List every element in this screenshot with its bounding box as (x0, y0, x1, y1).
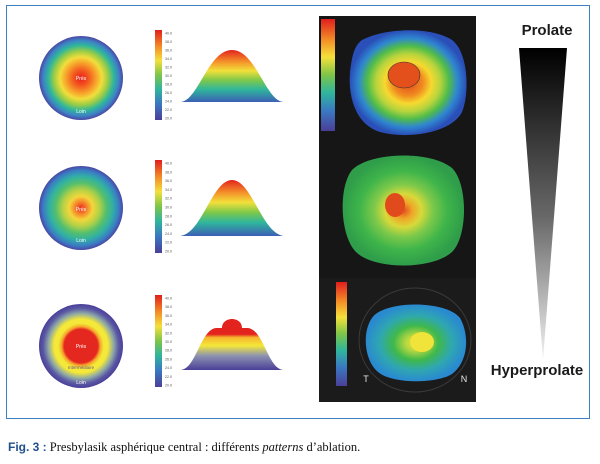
color-scale-3 (155, 295, 162, 387)
scale-tick-label: 38.0 (165, 40, 172, 44)
scale-tick-label: 20.0 (165, 384, 172, 388)
topo-scale-3 (336, 282, 347, 386)
scale-tick-label: 22.0 (165, 375, 172, 379)
prolate-gradient-triangle (519, 48, 567, 360)
row-3: Près Intermédiaire Loin 40.0 38.0 36.0 34.0… (39, 295, 284, 388)
scale-tick-label: 26.0 (165, 357, 172, 361)
scale-tick-label: 26.0 (165, 91, 172, 95)
scale-tick-label: 36.0 (165, 314, 172, 318)
color-scale-2 (155, 160, 162, 253)
scale-tick-label: 24.0 (165, 232, 172, 236)
scale-tick-label: 24.0 (165, 100, 172, 104)
scale-ticks-3: 40.0 38.0 36.0 34.0 32.0 30.0 28.0 26.0 24.0 22.0… (165, 297, 172, 388)
ablation-profile-3 (180, 319, 284, 370)
scale-tick-label: 20.0 (165, 117, 172, 121)
center-label-1: Près (76, 76, 87, 82)
scale-tick-label: 40.0 (165, 162, 172, 166)
color-scale-1 (155, 30, 162, 120)
row-1: Près Loin 40.0 38.0 36.0 34.0 32.0 30.0 28.0 26… (39, 30, 284, 121)
scale-tick-label: 30.0 (165, 340, 172, 344)
scale-tick-label: 34.0 (165, 188, 172, 192)
scale-tick-label: 34.0 (165, 323, 172, 327)
ablation-profile-2 (180, 180, 284, 236)
scale-tick-label: 22.0 (165, 108, 172, 112)
edge-label-3: Loin (76, 380, 86, 386)
ablation-profile-1 (180, 50, 284, 102)
caption-italic-word: patterns (262, 440, 304, 454)
scale-ticks-2: 40.0 38.0 36.0 34.0 32.0 30.0 28.0 26.0 24.0 22.0… (165, 162, 172, 254)
scale-tick-label: 36.0 (165, 179, 172, 183)
scale-tick-label: 30.0 (165, 74, 172, 78)
topo-map-3: T N (319, 278, 476, 402)
center-label-2: Près (76, 207, 87, 213)
scale-tick-label: 38.0 (165, 305, 172, 309)
scale-tick-label: 20.0 (165, 250, 172, 254)
caption-text-before: Presbylasik asphérique central : différe… (46, 440, 263, 454)
ring-label-3: Intermédiaire (68, 365, 95, 370)
scale-tick-label: 40.0 (165, 32, 172, 36)
prolate-label: Prolate (521, 22, 573, 39)
scale-tick-label: 36.0 (165, 49, 172, 53)
scale-tick-label: 26.0 (165, 223, 172, 227)
caption-text-after: d’ablation. (303, 440, 361, 454)
edge-label-2: Loin (76, 238, 86, 244)
topo-outer-ring-3 (358, 287, 472, 393)
scale-ticks-1: 40.0 38.0 36.0 34.0 32.0 30.0 28.0 26.0 24.0 22.0… (165, 32, 172, 121)
scale-tick-label: 28.0 (165, 349, 172, 353)
scale-tick-label: 32.0 (165, 66, 172, 70)
topo-center-3 (410, 332, 434, 352)
ablation-disc-2 (39, 166, 123, 250)
nasal-label: N (461, 374, 468, 384)
ablation-disc-3 (39, 304, 123, 388)
hyperprolate-label: Hyperprolate (490, 362, 584, 379)
scale-tick-label: 40.0 (165, 297, 172, 301)
topo-center-2 (385, 193, 405, 217)
scale-tick-label: 32.0 (165, 331, 172, 335)
scale-tick-label: 34.0 (165, 57, 172, 61)
topo-center-1 (387, 61, 421, 89)
scale-tick-label: 28.0 (165, 83, 172, 87)
center-label-3: Près (76, 344, 87, 350)
topography-panel: T N (319, 16, 476, 402)
figure-caption: Fig. 3 : Presbylasik asphérique central … (8, 440, 598, 455)
topo-map-1 (321, 19, 467, 136)
ablation-disc-1 (39, 36, 123, 120)
scale-tick-label: 24.0 (165, 366, 172, 370)
edge-label-1: Loin (76, 109, 86, 115)
scale-tick-label: 32.0 (165, 197, 172, 201)
row-2: Près Loin 40.0 38.0 36.0 34.0 32.0 30.0 28.0 26… (39, 160, 284, 254)
caption-figure-label: Fig. 3 : (8, 440, 47, 454)
scale-tick-label: 30.0 (165, 206, 172, 210)
topo-map-2 (342, 155, 464, 266)
scale-tick-label: 38.0 (165, 170, 172, 174)
temporal-label: T (363, 374, 369, 384)
topo-scale-1 (321, 19, 335, 131)
scale-tick-label: 28.0 (165, 214, 172, 218)
scale-tick-label: 22.0 (165, 241, 172, 245)
